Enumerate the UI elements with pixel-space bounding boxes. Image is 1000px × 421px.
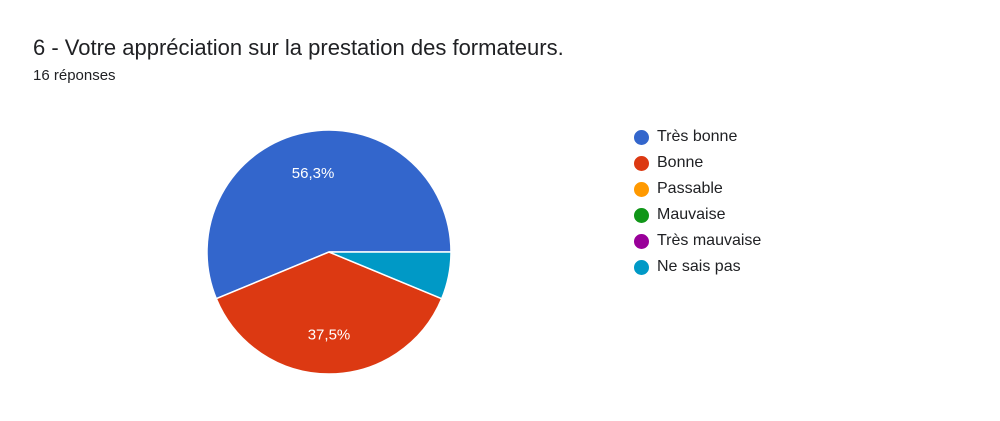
legend-label-3: Passable [657,180,723,197]
legend-item-5: Très mauvaise [634,228,761,254]
legend-label-6: Ne sais pas [657,258,741,275]
legend-swatch-4 [634,207,649,223]
legend-swatch-2 [634,155,649,171]
legend-swatch-1 [634,129,649,145]
legend-item-4: Mauvaise [634,202,761,228]
legend-swatch-5 [634,233,649,249]
pie-slice-6[interactable] [328,251,452,300]
legend-item-2: Bonne [634,150,761,176]
legend-swatch-3 [634,181,649,197]
question-title: 6 - Votre appréciation sur la prestation… [33,35,564,60]
slice-label-1: 56,3% [292,165,335,182]
legend-label-1: Très bonne [657,128,738,145]
pie-slice-1[interactable] [206,129,452,300]
legend-item-6: Ne sais pas [634,254,761,280]
legend-item-1: Très bonne [634,124,761,150]
legend-label-2: Bonne [657,154,704,171]
legend-label-5: Très mauvaise [657,232,762,249]
legend-item-3: Passable [634,176,761,202]
legend-label-4: Mauvaise [657,206,726,223]
pie-slice-2[interactable] [215,251,443,375]
response-count: 16 réponses [33,67,116,84]
legend-swatch-6 [634,259,649,275]
chart-legend: Très bonne Bonne Passable Mauvaise Très mauv… [634,124,761,280]
slice-label-2: 37,5% [308,327,351,344]
